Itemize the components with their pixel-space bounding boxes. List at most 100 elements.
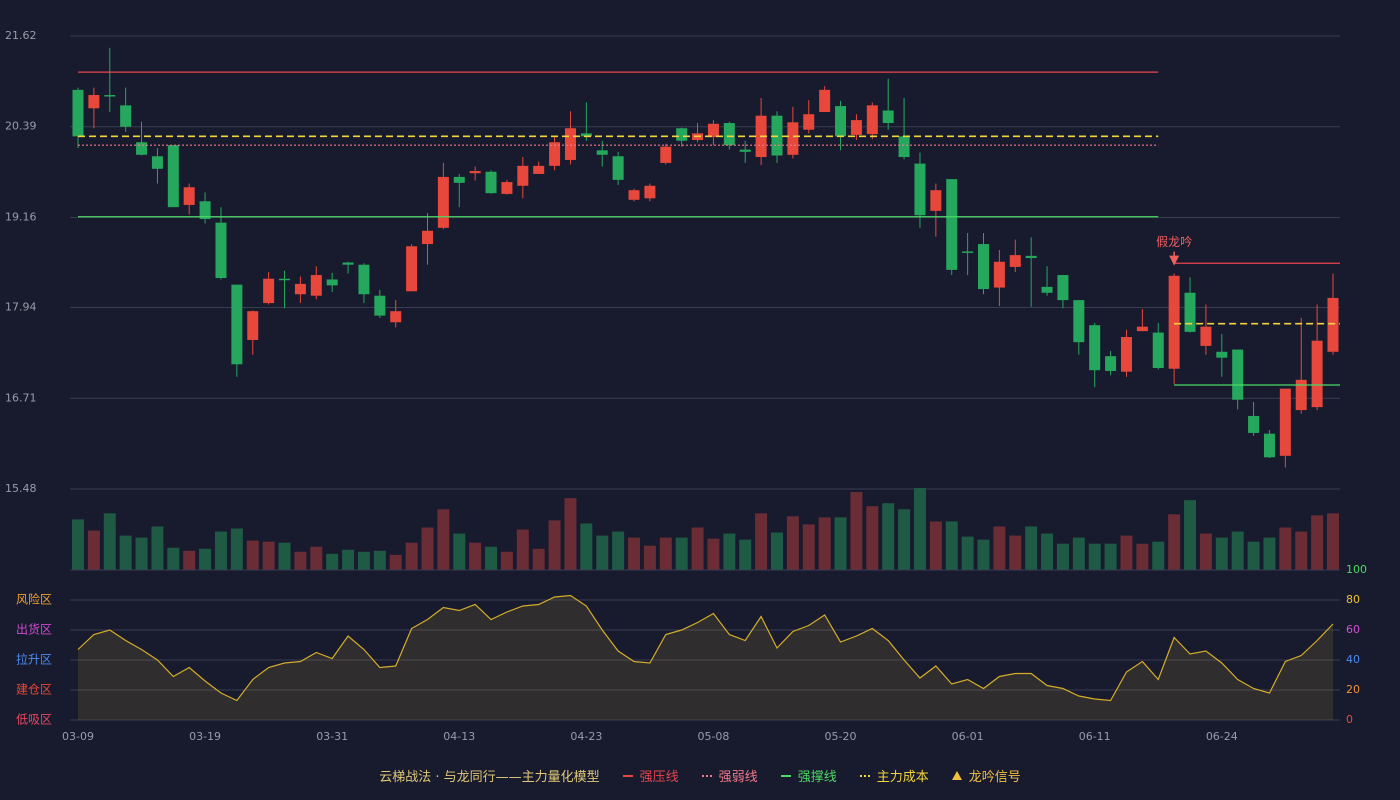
volume-bar xyxy=(326,553,339,570)
volume-bar xyxy=(516,529,529,570)
candle-body xyxy=(1152,332,1164,369)
y-tick-label: 15.48 xyxy=(5,482,37,495)
candle-body xyxy=(962,251,974,253)
volume-bar xyxy=(612,531,625,570)
candle-body xyxy=(374,295,386,316)
y2-tick-label: 20 xyxy=(1346,683,1360,696)
volume-bar xyxy=(770,532,783,570)
volume-bar xyxy=(421,527,434,570)
candle-body xyxy=(612,156,624,180)
volume-bar xyxy=(961,536,974,570)
signal-label: 假龙吟 xyxy=(1156,234,1192,249)
candle-body xyxy=(676,128,688,141)
y2-tick-label: 100 xyxy=(1346,563,1367,576)
volume-bar xyxy=(596,535,609,570)
legend-label: 龙吟信号 xyxy=(968,770,1021,785)
volume-bar xyxy=(278,542,291,570)
volume-bar xyxy=(151,526,164,570)
volume-bar xyxy=(993,526,1006,570)
zone-label: 建仓区 xyxy=(16,683,52,697)
candle-body xyxy=(406,246,418,292)
legend-item: 强弱线 xyxy=(701,766,758,785)
x-tick-label: 06-24 xyxy=(1206,730,1238,743)
volume-bar xyxy=(739,539,752,570)
legend-label: 强弱线 xyxy=(718,770,758,785)
candle-body xyxy=(660,146,672,163)
volume-bar xyxy=(1199,533,1212,570)
zone-label: 出货区 xyxy=(16,622,52,637)
volume-bar xyxy=(675,537,688,570)
candle-body xyxy=(1311,340,1323,408)
volume-bar xyxy=(1072,537,1085,570)
y-tick-label: 19.16 xyxy=(5,210,37,223)
volume-bar xyxy=(1279,527,1292,570)
volume-bar xyxy=(1136,543,1149,570)
oscillator-line xyxy=(77,594,1334,702)
legend-marker xyxy=(701,774,712,777)
candle-body xyxy=(533,165,545,174)
y-tick-label: 16.71 xyxy=(5,391,37,404)
volume-bar xyxy=(564,498,577,570)
volume-bar xyxy=(1215,537,1228,570)
volume-bar xyxy=(1327,513,1339,570)
volume-bar xyxy=(1263,537,1276,570)
volume-bar xyxy=(548,520,561,570)
candle-body xyxy=(326,279,338,286)
candle-body xyxy=(136,142,148,155)
legend-marker xyxy=(951,770,962,780)
volume-bar xyxy=(1041,533,1054,570)
volume-bar xyxy=(1295,531,1308,570)
zone-label: 拉升区 xyxy=(16,652,52,667)
volume-bar xyxy=(707,538,720,570)
volume-bar xyxy=(500,551,513,570)
zone-label: 低吸区 xyxy=(16,713,52,727)
candle-body xyxy=(1327,297,1339,352)
candle-body xyxy=(898,136,910,157)
candle-body xyxy=(596,150,608,155)
legend-label: 强压线 xyxy=(639,770,679,785)
volume-bar xyxy=(786,516,799,570)
candle-body xyxy=(1200,326,1212,346)
candle-body xyxy=(310,275,322,296)
candle-body xyxy=(1025,255,1037,259)
candle-body xyxy=(866,105,878,135)
volume-bar xyxy=(1184,500,1197,570)
zone-label: 风险区 xyxy=(16,592,52,607)
x-tick-label: 03-31 xyxy=(316,730,348,743)
candle-body xyxy=(421,230,433,245)
volume-bar xyxy=(183,550,196,570)
candle-body xyxy=(914,163,926,216)
candle-body xyxy=(501,182,513,194)
volume-bar xyxy=(373,550,386,570)
volume-bar xyxy=(945,521,958,570)
volume-bar xyxy=(72,519,84,570)
y2-tick-label: 60 xyxy=(1346,623,1360,636)
y2-tick-label: 0 xyxy=(1346,713,1353,726)
candle-body xyxy=(231,284,243,365)
candle-body xyxy=(803,114,815,130)
volume-bar xyxy=(485,546,498,570)
legend-item: 强撑线 xyxy=(780,766,837,785)
volume-bar xyxy=(437,509,450,570)
legend-marker xyxy=(622,774,633,777)
candle-body xyxy=(835,106,847,137)
candle-body xyxy=(993,261,1005,288)
candle-body xyxy=(1041,286,1053,293)
volume-bar xyxy=(1120,535,1133,570)
candle-body xyxy=(72,89,84,137)
candle-body xyxy=(882,110,894,124)
x-tick-label: 05-20 xyxy=(825,730,857,743)
volume-bar xyxy=(580,523,593,570)
volume-bar xyxy=(659,537,672,570)
candle-body xyxy=(390,311,402,323)
candle-body xyxy=(707,123,719,138)
volume-bar xyxy=(469,542,482,570)
candle-body xyxy=(279,278,291,281)
volume-bar xyxy=(246,540,259,570)
legend-item: 龙吟信号 xyxy=(951,766,1021,785)
volume-bar xyxy=(1231,531,1244,570)
volume-bar xyxy=(119,535,132,570)
y2-tick-label: 80 xyxy=(1346,593,1360,606)
candle-body xyxy=(644,185,656,199)
candle-body xyxy=(517,165,529,186)
